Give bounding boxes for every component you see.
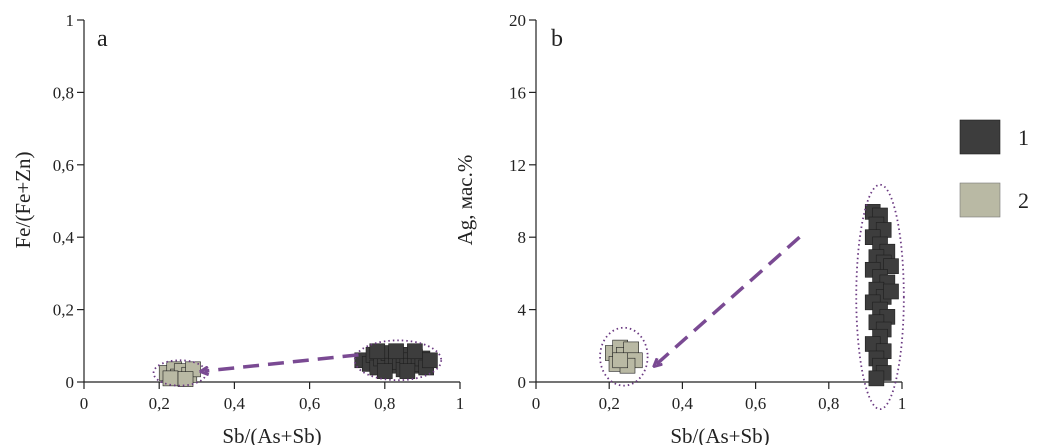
panel-a-x-tick-label: 0,4 xyxy=(224,394,246,413)
panel-b-y-tick-label: 4 xyxy=(518,301,527,320)
panel-a-point-series-2 xyxy=(177,371,194,387)
panel-b-cluster-ellipse xyxy=(855,183,905,411)
panel-a-trend-arrow xyxy=(204,353,359,371)
panel-b-y-tick-label: 20 xyxy=(509,11,526,30)
legend-swatch-1 xyxy=(959,119,1001,155)
panel-a-y-tick-label: 0,2 xyxy=(53,301,74,320)
panel-b-y-tick-label: 12 xyxy=(509,156,526,175)
legend: 1 2 xyxy=(959,119,1029,218)
panel-b-cluster-ellipse xyxy=(599,326,649,387)
panel-b: b Sb/(As+Sb) Ag, мас.% 0 0,2 0,4 0,6 0,8 1 0 4 8… xyxy=(453,11,906,445)
panel-a-point-series-1 xyxy=(388,343,404,360)
panel-a-y-axis-title: Fe/(Fe+Zn) xyxy=(11,152,35,249)
panel-a-cluster-ellipse xyxy=(353,339,443,382)
panel-b-y-tick-label: 8 xyxy=(518,228,527,247)
panel-a-point-series-1 xyxy=(422,352,438,369)
panel-b-x-tick-label: 0 xyxy=(532,394,541,413)
panel-a-point-series-1 xyxy=(369,343,386,360)
panel-a-x-tick-label: 1 xyxy=(456,394,465,413)
panel-a-y-tick-label: 0 xyxy=(66,373,75,392)
panel-b-point-series-1 xyxy=(868,370,885,387)
panel-a-x-tick-label: 0,6 xyxy=(299,394,320,413)
panel-a-y-tick-label: 0,6 xyxy=(53,156,74,175)
legend-label-1: 1 xyxy=(1018,125,1029,150)
panel-a-label: a xyxy=(97,26,108,52)
panel-b-y-tick-label: 0 xyxy=(518,373,527,392)
panel-a-y-tick-label: 0,4 xyxy=(53,228,75,247)
panel-b-x-tick-label: 0,2 xyxy=(599,394,620,413)
panel-b-y-tick-label: 16 xyxy=(509,83,526,102)
legend-swatch-2 xyxy=(959,182,1001,218)
panel-b-x-tick-label: 1 xyxy=(898,394,907,413)
panel-b-x-tick-label: 0,8 xyxy=(818,394,839,413)
panel-a-y-tick-label: 0,8 xyxy=(53,83,74,102)
panel-b-trend-arrow xyxy=(657,235,801,364)
panel-b-point-series-1 xyxy=(883,283,899,300)
panel-a-x-tick-label: 0 xyxy=(80,394,89,413)
panel-a-point-series-1 xyxy=(376,363,393,379)
panel-a-point-series-1 xyxy=(399,363,416,379)
panel-b-x-tick-label: 0,4 xyxy=(672,394,694,413)
panel-a: a Sb/(As+Sb) Fe/(Fe+Zn) 0 0,2 0,4 0,6 0,8 1 0 0… xyxy=(11,11,464,445)
panel-a-x-axis-title: Sb/(As+Sb) xyxy=(222,424,321,445)
panel-b-x-axis-title: Sb/(As+Sb) xyxy=(670,424,769,445)
panel-b-point-series-2 xyxy=(612,352,628,369)
panel-b-label: b xyxy=(551,26,563,52)
panel-a-y-tick-label: 1 xyxy=(66,11,75,30)
legend-label-2: 2 xyxy=(1018,188,1029,213)
panel-b-y-axis-title: Ag, мас.% xyxy=(453,155,477,246)
panel-a-x-tick-label: 0,2 xyxy=(149,394,170,413)
panel-b-x-tick-label: 0,6 xyxy=(745,394,766,413)
panel-a-x-tick-label: 0,8 xyxy=(374,394,395,413)
panel-a-point-series-1 xyxy=(407,343,423,360)
